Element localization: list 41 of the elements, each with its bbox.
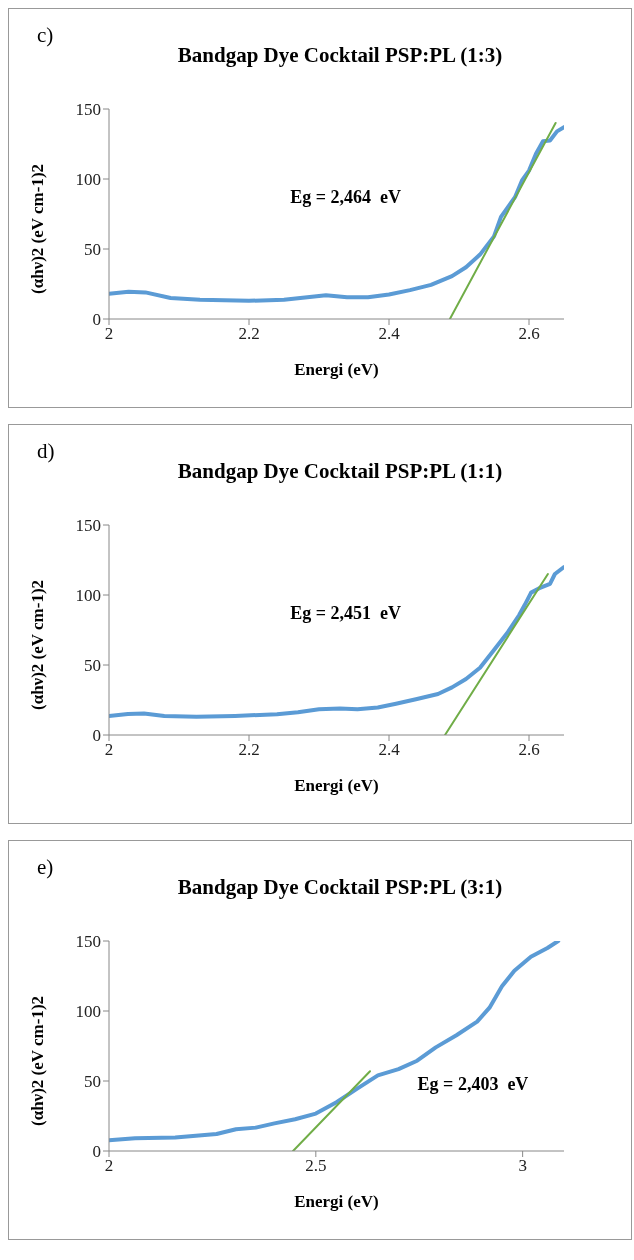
annotation: Eg = 2,464 eV xyxy=(290,186,401,208)
text: c) xyxy=(37,23,54,48)
line-series xyxy=(109,941,561,1143)
y-tick-label: 0 xyxy=(92,310,101,330)
y-tick-label: 50 xyxy=(84,656,101,676)
y-axis-title: (αhν)2 (eV cm-1)2 xyxy=(28,995,48,1126)
x-tick-label: 2.2 xyxy=(238,740,260,760)
y-tick-label: 100 xyxy=(75,586,101,606)
x-axis-title: Energi (eV) xyxy=(294,1192,379,1211)
y-tick-label: 0 xyxy=(92,726,101,746)
annotation: Eg = 2,403 eV xyxy=(417,1073,529,1095)
x-tick-label: 2.6 xyxy=(518,324,540,344)
x-tick-label: 2.2 xyxy=(238,324,260,344)
chart-title: Bandgap Dye Cocktail PSP:PL (1:3) xyxy=(176,43,504,68)
line-series xyxy=(109,125,564,303)
x-tick-label: 3 xyxy=(518,1156,527,1176)
y-tick-label: 0 xyxy=(92,1142,101,1162)
y-axis-title: (αhν)2 (eV cm-1)2 xyxy=(28,579,48,710)
chart-title: Bandgap Dye Cocktail PSP:PL (1:1) xyxy=(176,459,504,484)
y-tick-label: 50 xyxy=(84,240,101,260)
text: d) xyxy=(37,439,55,464)
x-axis-title: Energi (eV) xyxy=(294,776,379,795)
x-tick-label: 2.4 xyxy=(378,740,401,760)
x-axis-title: Energi (eV) xyxy=(294,360,379,379)
y-tick-label: 150 xyxy=(75,100,101,120)
x-tick-label: 2.6 xyxy=(518,740,540,760)
x-tick-label: 2 xyxy=(104,740,114,760)
y-tick-label: 100 xyxy=(75,170,101,190)
y-tick-label: 150 xyxy=(75,932,101,952)
x-tick-label: 2 xyxy=(104,324,114,344)
text: e) xyxy=(37,855,54,880)
x-tick-label: 2 xyxy=(104,1156,114,1176)
annotation: Eg = 2,451 eV xyxy=(290,602,401,624)
y-axis-title: (αhν)2 (eV cm-1)2 xyxy=(28,163,48,294)
x-tick-label: 2.4 xyxy=(378,324,401,344)
chart-title: Bandgap Dye Cocktail PSP:PL (3:1) xyxy=(176,875,504,900)
y-tick-label: 50 xyxy=(84,1072,101,1092)
x-tick-label: 2.5 xyxy=(305,1156,327,1176)
y-tick-label: 100 xyxy=(75,1002,101,1022)
line-series xyxy=(109,565,564,719)
y-tick-label: 150 xyxy=(75,516,101,536)
